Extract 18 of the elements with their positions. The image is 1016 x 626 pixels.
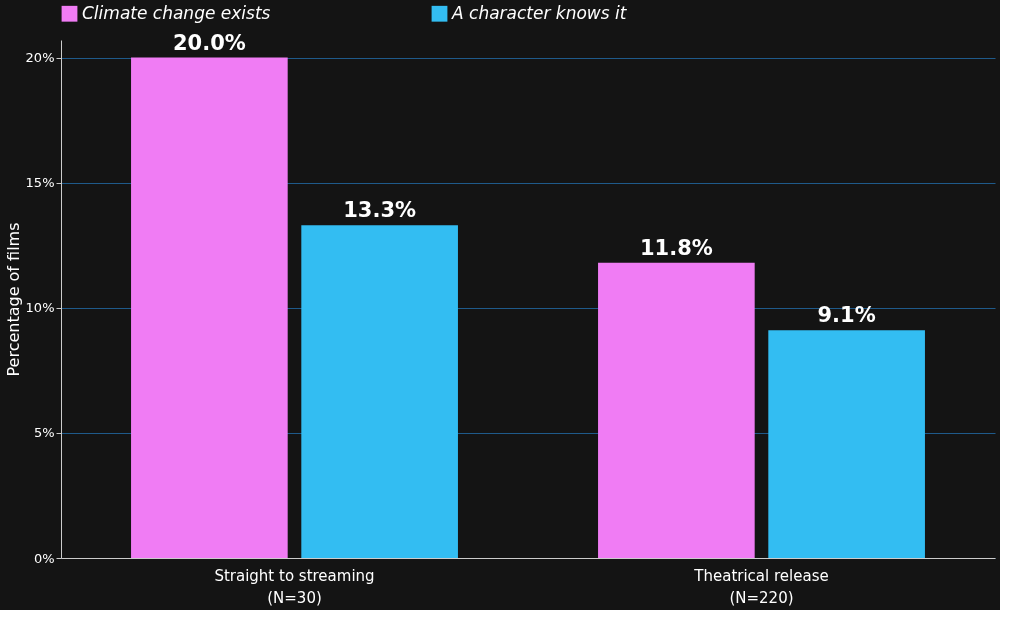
bar <box>768 330 925 558</box>
bar <box>301 225 458 558</box>
x-tick-label: Straight to streaming (N=30) <box>214 566 375 607</box>
bar <box>131 57 288 558</box>
legend-label: A character knows it <box>451 2 628 23</box>
data-label: 9.1% <box>817 303 876 328</box>
y-tick-label: 10% <box>25 300 55 316</box>
data-label: 20.0% <box>172 30 246 55</box>
y-tick-label: 15% <box>25 175 55 191</box>
y-tick-label: 5% <box>33 425 55 441</box>
y-tick-label: 0% <box>33 550 55 566</box>
bar <box>598 262 755 558</box>
data-label: 13.3% <box>343 198 417 223</box>
y-axis-title: Percentage of films <box>3 222 23 377</box>
y-tick-label: 20% <box>25 50 55 66</box>
data-label: 11.8% <box>639 235 713 260</box>
x-tick-label: Theatrical release (N=220) <box>693 566 829 607</box>
legend-label: Climate change exists <box>82 2 271 23</box>
